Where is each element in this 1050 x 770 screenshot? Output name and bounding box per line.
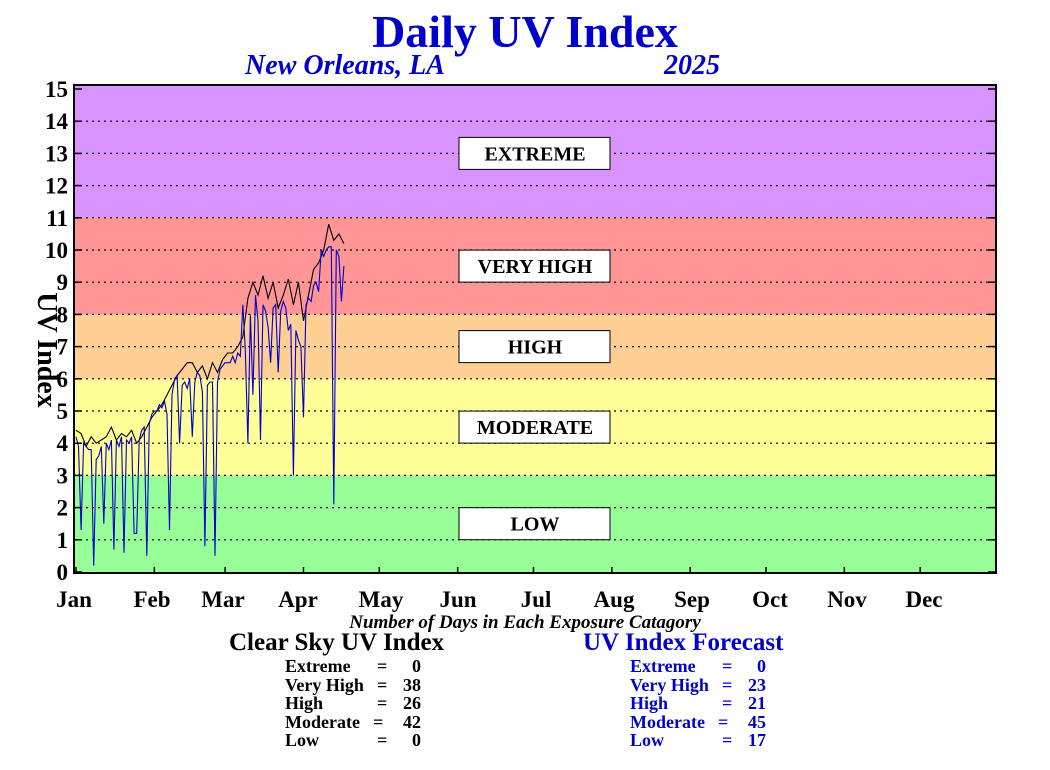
x-tick-label-feb: Feb <box>133 587 170 612</box>
stats-row-label: Very High <box>285 674 364 695</box>
clear-sky-stats-title: Clear Sky UV Index <box>229 629 445 656</box>
stats-row-equals: = <box>377 656 388 676</box>
stats-row-low: Low = 0 <box>285 731 425 750</box>
stats-row-value: 42 <box>403 711 421 732</box>
stats-row-label: High <box>285 693 324 713</box>
stats-row-label: Low <box>630 730 665 750</box>
stats-caption: Number of Days in Each Exposure Catagory <box>348 612 701 633</box>
x-tick-label-aug: Aug <box>594 587 635 612</box>
stats-row-equals: = <box>722 656 733 676</box>
series-clear-sky-line <box>75 224 345 448</box>
stats-row-moderate: Moderate = 45 <box>630 711 770 732</box>
stats-row-very-high: Very High = 23 <box>630 674 770 695</box>
stats-row-value: 0 <box>412 656 421 676</box>
stats-row-equals: = <box>377 693 388 713</box>
y-tick-label-13: 13 <box>45 141 68 166</box>
band-label-box-low <box>458 507 611 541</box>
stats-row-very-high: Very High = 38 <box>285 674 425 695</box>
chart-location: New Orleans, LA <box>244 50 445 81</box>
stats-row-equals: = <box>373 711 384 732</box>
stats-row-label: Moderate <box>285 711 360 732</box>
stats-row-value: 45 <box>748 711 766 732</box>
stats-row-label: Low <box>285 730 320 750</box>
band-label-high: HIGH <box>508 337 563 359</box>
y-tick-label-15: 15 <box>45 77 68 102</box>
stats-row-high: High = 21 <box>630 694 770 713</box>
x-tick-label-mar: Mar <box>201 587 244 612</box>
stats-row-label: Extreme <box>630 656 696 676</box>
band-labels: LOW MODERATE HIGH VERY HIGH EXTREME <box>458 136 611 541</box>
y-tick-label-6: 6 <box>57 367 69 392</box>
x-tick-label-jun: Jun <box>439 587 476 612</box>
x-tick-label-sep: Sep <box>674 587 710 612</box>
stats-row-label: Very High <box>630 674 709 695</box>
stats-row-value: 26 <box>403 693 421 713</box>
y-tick-label-9: 9 <box>57 270 69 295</box>
stats-row-value: 17 <box>748 730 766 750</box>
y-tick-label-10: 10 <box>45 238 68 263</box>
series-lines <box>75 224 345 566</box>
stats-row-label: Extreme <box>285 656 351 676</box>
band-label-box-very-high <box>458 249 611 283</box>
stats-row-moderate: Moderate = 42 <box>285 711 425 732</box>
band-label-extreme: EXTREME <box>484 143 585 165</box>
y-tick-label-7: 7 <box>57 335 69 360</box>
x-tick-label-nov: Nov <box>827 587 867 612</box>
y-tick-label-8: 8 <box>57 302 69 327</box>
x-tick-label-jul: Jul <box>521 587 552 612</box>
band-label-low: LOW <box>511 514 560 536</box>
chart-year: 2025 <box>663 50 720 81</box>
stats-row-extreme: Extreme = 0 <box>630 657 770 676</box>
band-label-moderate: MODERATE <box>477 417 593 439</box>
stats-row-extreme: Extreme = 0 <box>285 657 425 676</box>
forecast-stats-title: UV Index Forecast <box>583 629 784 656</box>
stats-row-value: 0 <box>757 656 766 676</box>
x-tick-label-jan: Jan <box>56 587 92 612</box>
stats-row-low: Low = 17 <box>630 731 770 750</box>
stats-row-high: High = 26 <box>285 694 425 713</box>
stats-row-equals: = <box>718 711 729 732</box>
stats-row-equals: = <box>377 730 388 750</box>
band-label-box-high <box>458 330 611 364</box>
x-tick-label-may: May <box>359 587 404 612</box>
stats-row-equals: = <box>722 693 733 713</box>
y-tick-label-3: 3 <box>57 463 69 488</box>
chart-title: Daily UV Index <box>372 6 678 57</box>
plot-frame <box>73 84 997 574</box>
stats-row-label: High <box>630 693 669 713</box>
stats-row-value: 0 <box>412 730 421 750</box>
forecast-stats: UV Index Forecast Extreme = 0 Very High = 23 H… <box>583 629 783 750</box>
stats-row-value: 38 <box>403 674 421 695</box>
stats-row-value: 23 <box>748 674 766 695</box>
stats-row-equals: = <box>722 674 733 695</box>
series-forecast-line <box>75 246 345 566</box>
y-tick-label-4: 4 <box>57 431 69 456</box>
x-tick-label-dec: Dec <box>905 587 942 612</box>
y-tick-label-11: 11 <box>46 206 68 231</box>
stats-row-equals: = <box>722 730 733 750</box>
y-tick-label-14: 14 <box>45 109 69 134</box>
stats-row-equals: = <box>377 674 388 695</box>
x-tick-label-apr: Apr <box>278 587 318 612</box>
y-tick-label-2: 2 <box>57 496 69 521</box>
band-label-box-moderate <box>458 410 611 444</box>
stats-row-label: Moderate <box>630 711 705 732</box>
y-tick-label-1: 1 <box>57 528 69 553</box>
y-axis-label: UV Index <box>31 292 62 407</box>
band-label-box-extreme <box>458 136 611 170</box>
x-tick-label-oct: Oct <box>752 587 788 612</box>
clear-sky-stats: Clear Sky UV Index Extreme = 0 Very High = 38… <box>229 629 444 750</box>
y-tick-label-5: 5 <box>57 399 69 424</box>
x-axis-ticks: Jan Feb Mar Apr May Jun Jul Aug Sep Oct Nov Dec <box>56 567 943 612</box>
band-label-very-high: VERY HIGH <box>478 256 593 278</box>
y-tick-label-12: 12 <box>45 174 68 199</box>
y-tick-label-0: 0 <box>57 560 69 585</box>
stats-row-value: 21 <box>748 693 766 713</box>
gridlines <box>74 120 996 541</box>
